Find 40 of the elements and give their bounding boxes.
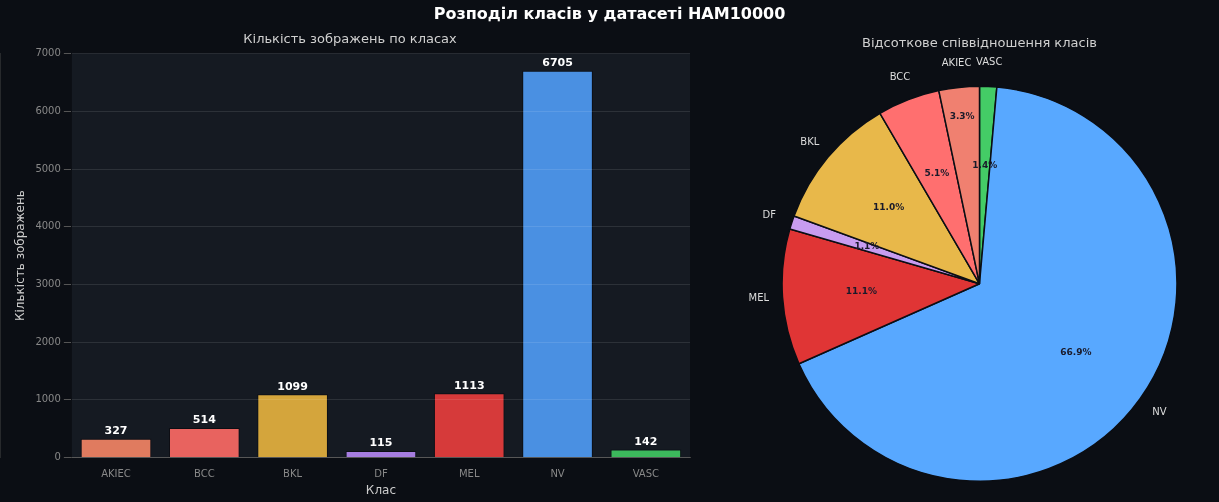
data-label: 6705 [542,55,573,69]
data-label: 142 [634,434,658,448]
x-tick-label: AKIEC [101,468,131,480]
slice-label: VASC [976,56,1003,68]
slice-label: DF [762,208,777,220]
data-label: 11.1% [845,286,877,297]
y-tick-label: 7000 [35,47,61,59]
data-label: 1099 [277,379,308,393]
data-label: 1.4% [972,159,998,170]
slice-label: MEL [748,292,770,304]
y-tick-label: 0 [54,451,61,463]
data-label: 1113 [453,378,485,392]
data-label: 3.3% [949,111,975,122]
x-tick-label: VASC [632,468,660,480]
data-label: 514 [192,413,217,427]
slice-label: NV [1152,406,1167,418]
slice-label: BKL [800,135,820,147]
data-label: 11.0% [873,202,905,213]
x-axis-title: Клас [365,482,396,497]
chart-title: Кількість зображень по класах [243,31,458,47]
y-tick-label: 3000 [35,278,61,290]
data-label: 327 [104,424,128,438]
y-tick-label: 4000 [35,220,61,232]
slice-label: AKIEC [941,57,972,69]
data-label: 66.9% [1060,347,1092,358]
x-tick-label: BKL [283,468,303,480]
chart-title: Відсоткове співвідношення класів [862,35,1097,51]
y-tick-label: 6000 [35,104,61,116]
text: Розподіл класів у датасеті HAM10000 [432,4,787,23]
x-tick-label: DF [374,468,388,480]
x-tick-label: NV [550,468,565,480]
y-tick-label: 1000 [35,393,61,405]
y-axis-title: Кількість зображень [13,190,28,322]
x-tick-label: BCC [193,468,215,480]
data-label: 5.1% [924,167,950,178]
y-tick-label: 5000 [35,162,61,174]
slice-label: BCC [889,71,911,83]
x-tick-label: MEL [458,468,480,480]
data-label: 115 [369,436,393,450]
y-tick-label: 2000 [35,335,61,347]
